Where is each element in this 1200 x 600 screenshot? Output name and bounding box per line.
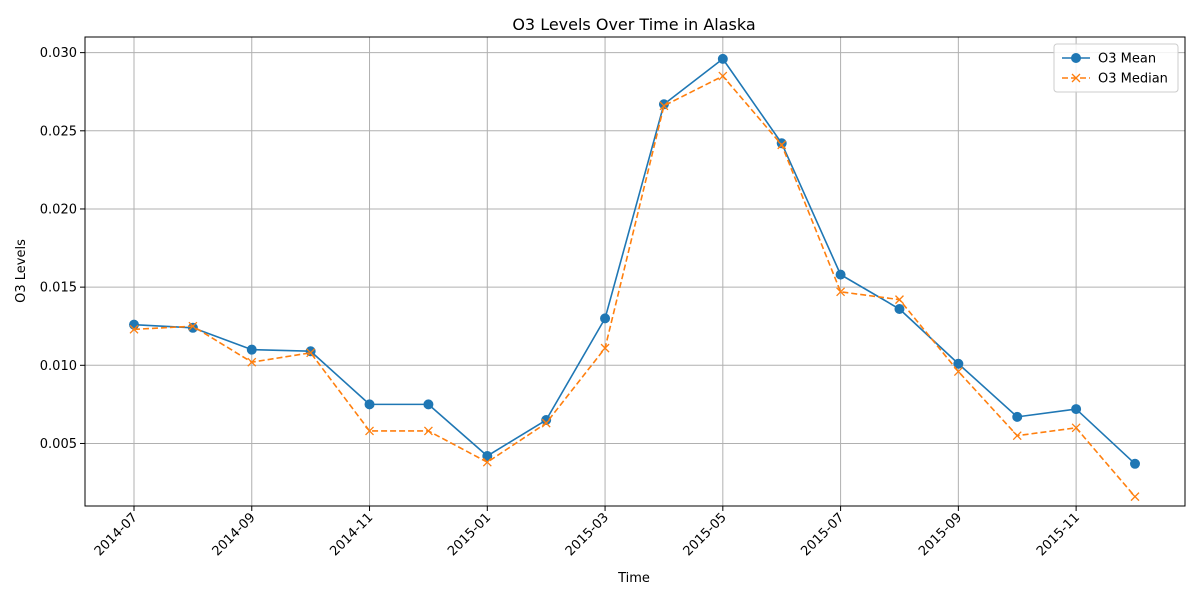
chart-title: O3 Levels Over Time in Alaska (512, 15, 755, 34)
data-point (306, 348, 316, 358)
x-tick-label: 2014-09 (210, 510, 259, 559)
legend-box (1053, 43, 1179, 93)
data-point (1012, 411, 1023, 422)
data-point (718, 71, 728, 81)
grid-lines (85, 37, 1185, 506)
data-point (246, 344, 257, 355)
data-point (129, 324, 139, 334)
y-tick-label: 0.030 (40, 46, 77, 61)
x-tick-label: 2015-01 (445, 510, 494, 559)
y-tick-label: 0.015 (40, 281, 77, 296)
data-point (777, 140, 787, 150)
data-point (600, 313, 611, 324)
plot-area-frame (84, 36, 1186, 507)
x-tick-label: 2014-07 (92, 510, 141, 559)
data-point (1012, 431, 1022, 441)
data-point (1071, 423, 1081, 433)
data-point (129, 319, 139, 330)
y-tick-label: 0.020 (40, 202, 77, 217)
y-tick-label: 0.025 (40, 124, 77, 139)
x-tick-label: 2015-11 (1034, 510, 1083, 559)
y-axis-label: O3 Levels (14, 239, 29, 303)
data-point (776, 138, 787, 149)
data-point (836, 287, 846, 297)
data-point (364, 399, 375, 410)
y-axis-ticks: 0.005 0.010 0.015 0.020 0.025 0.030 (40, 46, 85, 452)
data-point (953, 367, 963, 377)
data-point (187, 322, 198, 333)
data-point (305, 346, 316, 357)
series-line (133, 58, 1136, 465)
x-tick-label: 2015-05 (681, 510, 730, 559)
x-tick-label: 2015-07 (798, 510, 847, 559)
data-point (600, 343, 610, 353)
legend-marker (1071, 73, 1081, 83)
data-point (482, 457, 492, 467)
legend-label: O3 Mean (1098, 52, 1156, 67)
y-tick-label: 0.010 (40, 359, 77, 374)
data-point (482, 450, 493, 461)
data-point (953, 358, 964, 369)
data-point (365, 426, 374, 436)
series-line (133, 75, 1136, 498)
series-o3-median (129, 71, 1140, 502)
series-layer (129, 53, 1140, 502)
data-point (659, 101, 669, 111)
legend: O3 Mean O3 Median (1053, 43, 1179, 93)
data-point (541, 415, 552, 426)
data-point (247, 357, 257, 367)
data-point (835, 269, 846, 280)
data-point (541, 418, 551, 428)
x-axis-ticks: 2014-07 2014-09 2014-11 2015-01 2015-03 2015-… (92, 506, 1083, 559)
data-point (423, 399, 434, 410)
x-tick-label: 2015-09 (916, 510, 965, 559)
data-point (895, 295, 904, 305)
data-point (1130, 458, 1140, 469)
data-point (1071, 404, 1082, 415)
data-point (423, 426, 433, 436)
x-axis-label: Time (617, 571, 650, 586)
y-tick-label: 0.005 (40, 437, 77, 452)
legend-marker (1071, 53, 1081, 63)
legend-label: O3 Median (1098, 72, 1168, 87)
x-tick-label: 2015-03 (563, 510, 612, 559)
series-o3-mean (129, 53, 1140, 469)
data-point (717, 53, 728, 64)
data-point (894, 304, 905, 315)
x-tick-label: 2014-11 (327, 510, 376, 559)
data-point (188, 321, 198, 331)
data-point (1130, 492, 1140, 502)
